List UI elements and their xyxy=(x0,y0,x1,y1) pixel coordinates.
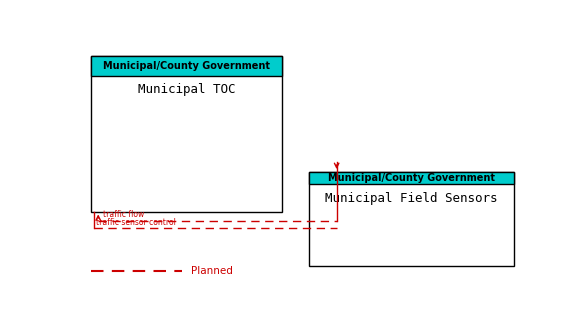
Text: traffic sensor control: traffic sensor control xyxy=(96,218,176,227)
Text: Planned: Planned xyxy=(191,266,233,276)
Bar xyxy=(91,56,282,212)
Text: Municipal Field Sensors: Municipal Field Sensors xyxy=(325,192,498,204)
Bar xyxy=(91,56,282,76)
Text: Municipal/County Government: Municipal/County Government xyxy=(103,61,270,71)
Text: traffic flow: traffic flow xyxy=(103,211,144,220)
Bar xyxy=(309,172,514,184)
Text: Municipal/County Government: Municipal/County Government xyxy=(328,173,495,183)
Bar xyxy=(309,172,514,266)
Text: Municipal TOC: Municipal TOC xyxy=(138,83,236,97)
